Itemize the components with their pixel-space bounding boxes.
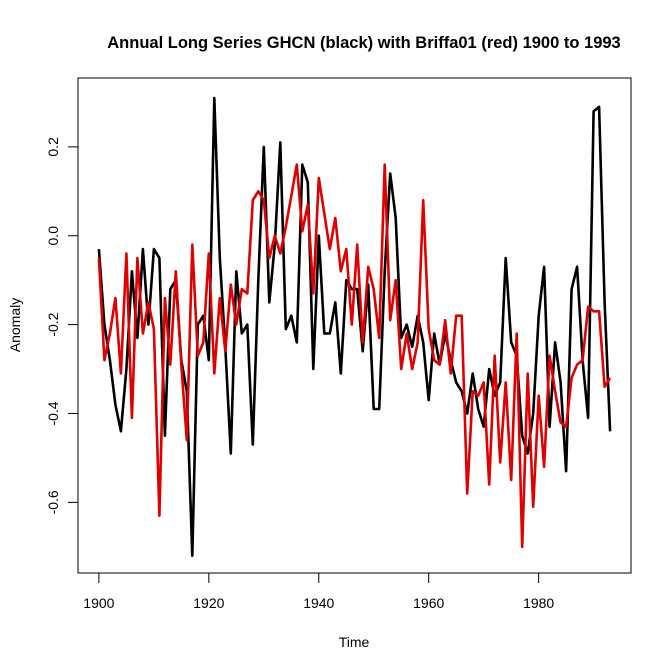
y-tick-label: 0.0	[45, 226, 61, 246]
x-tick-label: 1940	[303, 595, 334, 611]
chart-title: Annual Long Series GHCN (black) with Bri…	[107, 34, 620, 52]
x-axis-label: Time	[339, 634, 370, 650]
y-axis: 0.2 0.0 -0.2 -0.4 -0.6	[45, 137, 78, 514]
x-tick-label: 1900	[83, 595, 114, 611]
series-line-briffa01	[97, 163, 612, 549]
y-tick-label: -0.2	[45, 312, 61, 336]
y-axis-label: Anomaly	[7, 298, 23, 352]
series-layer	[97, 96, 612, 558]
x-axis: 1900 1920 1940 1960 1980	[83, 573, 554, 611]
x-tick-label: 1980	[523, 595, 554, 611]
y-tick-label: -0.4	[45, 401, 61, 425]
plot-frame	[77, 77, 632, 574]
x-tick-label: 1960	[413, 595, 444, 611]
y-tick-label: -0.6	[45, 490, 61, 514]
y-tick-label: 0.2	[45, 137, 61, 157]
x-tick-label: 1920	[193, 595, 224, 611]
